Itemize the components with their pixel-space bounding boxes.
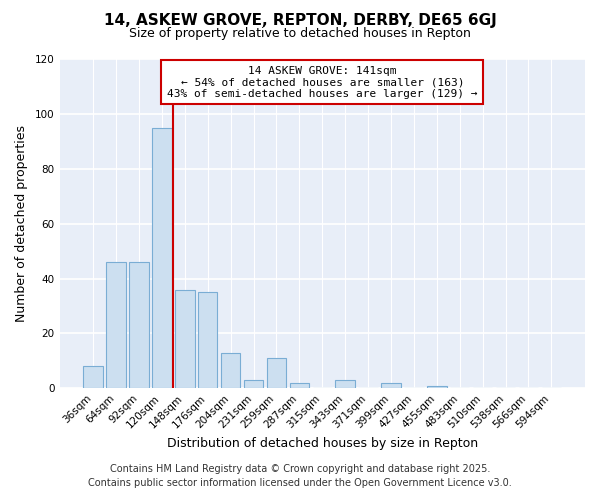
- Bar: [221, 352, 241, 388]
- Text: 14, ASKEW GROVE, REPTON, DERBY, DE65 6GJ: 14, ASKEW GROVE, REPTON, DERBY, DE65 6GJ: [104, 12, 496, 28]
- Bar: [267, 358, 286, 388]
- Bar: [335, 380, 355, 388]
- Y-axis label: Number of detached properties: Number of detached properties: [15, 125, 28, 322]
- Bar: [129, 262, 149, 388]
- Bar: [427, 386, 446, 388]
- Text: Contains HM Land Registry data © Crown copyright and database right 2025.
Contai: Contains HM Land Registry data © Crown c…: [88, 464, 512, 487]
- Text: Size of property relative to detached houses in Repton: Size of property relative to detached ho…: [129, 28, 471, 40]
- X-axis label: Distribution of detached houses by size in Repton: Distribution of detached houses by size …: [167, 437, 478, 450]
- Bar: [152, 128, 172, 388]
- Bar: [175, 290, 194, 388]
- Bar: [244, 380, 263, 388]
- Bar: [381, 383, 401, 388]
- Bar: [106, 262, 126, 388]
- Bar: [290, 383, 309, 388]
- Bar: [198, 292, 217, 388]
- Text: 14 ASKEW GROVE: 141sqm
← 54% of detached houses are smaller (163)
43% of semi-de: 14 ASKEW GROVE: 141sqm ← 54% of detached…: [167, 66, 478, 99]
- Bar: [83, 366, 103, 388]
